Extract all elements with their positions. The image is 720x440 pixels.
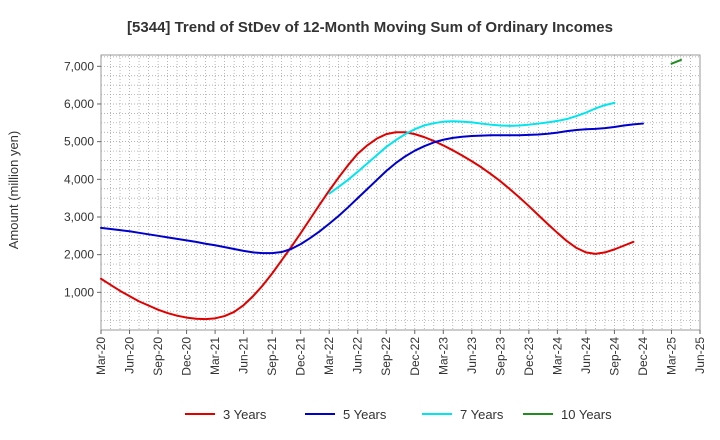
x-tick-label: Jun-22 [351,337,365,374]
x-tick-label: Jun-24 [579,337,593,374]
x-tick-label: Jun-21 [237,337,251,374]
x-tick-label: Sep-20 [151,337,165,376]
y-axis-label: Amount (million yen) [6,131,21,250]
x-tick-label: Jun-20 [123,337,137,374]
axes: 1,000 2,000 3,000 4,000 5,000 6,000 7,000 Mar-2… [64,59,707,375]
series-lines [100,58,682,321]
y-tick-label: 1,000 [64,285,94,299]
y-tick-label: 4,000 [64,172,94,186]
legend-label-3-years: 3 Years [223,407,267,422]
series-line-10-years [670,58,682,65]
y-tick-label: 6,000 [64,97,94,111]
series-line-5-years [100,122,644,255]
legend-label-7-years: 7 Years [460,407,504,422]
x-tick-label: Dec-21 [294,337,308,376]
x-tick-label: Dec-23 [522,337,536,376]
series-line-3-years [100,131,635,321]
legend-label-10-years: 10 Years [561,407,612,422]
legend: 3 Years 5 Years 7 Years 10 Years [185,407,612,422]
legend-label-5-years: 5 Years [343,407,387,422]
x-tick-label: Sep-23 [493,337,507,376]
x-tick-label: Dec-20 [180,337,194,376]
x-tick-label: Mar-21 [208,337,222,375]
x-tick-label: Mar-24 [550,337,564,375]
x-tick-label: Mar-23 [436,337,450,375]
x-tick-label: Sep-21 [265,337,279,376]
x-tick-label: Jun-25 [693,337,707,374]
x-tick-label: Jun-23 [465,337,479,374]
x-tick-label: Sep-22 [379,337,393,376]
grid [100,54,701,331]
y-tick-label: 7,000 [64,59,94,73]
plot-frame [100,54,701,331]
x-tick-label: Mar-20 [94,337,108,375]
x-tick-label: Sep-24 [607,337,621,376]
y-tick-label: 2,000 [64,248,94,262]
chart-title: [5344] Trend of StDev of 12-Month Moving… [127,19,613,36]
x-tick-label: Dec-24 [636,337,650,376]
x-tick-label: Dec-22 [408,337,422,376]
x-tick-label: Mar-25 [664,337,678,375]
y-tick-label: 5,000 [64,135,94,149]
x-tick-label: Mar-22 [322,337,336,375]
y-tick-label: 3,000 [64,210,94,224]
series-line-7-years [328,101,616,195]
